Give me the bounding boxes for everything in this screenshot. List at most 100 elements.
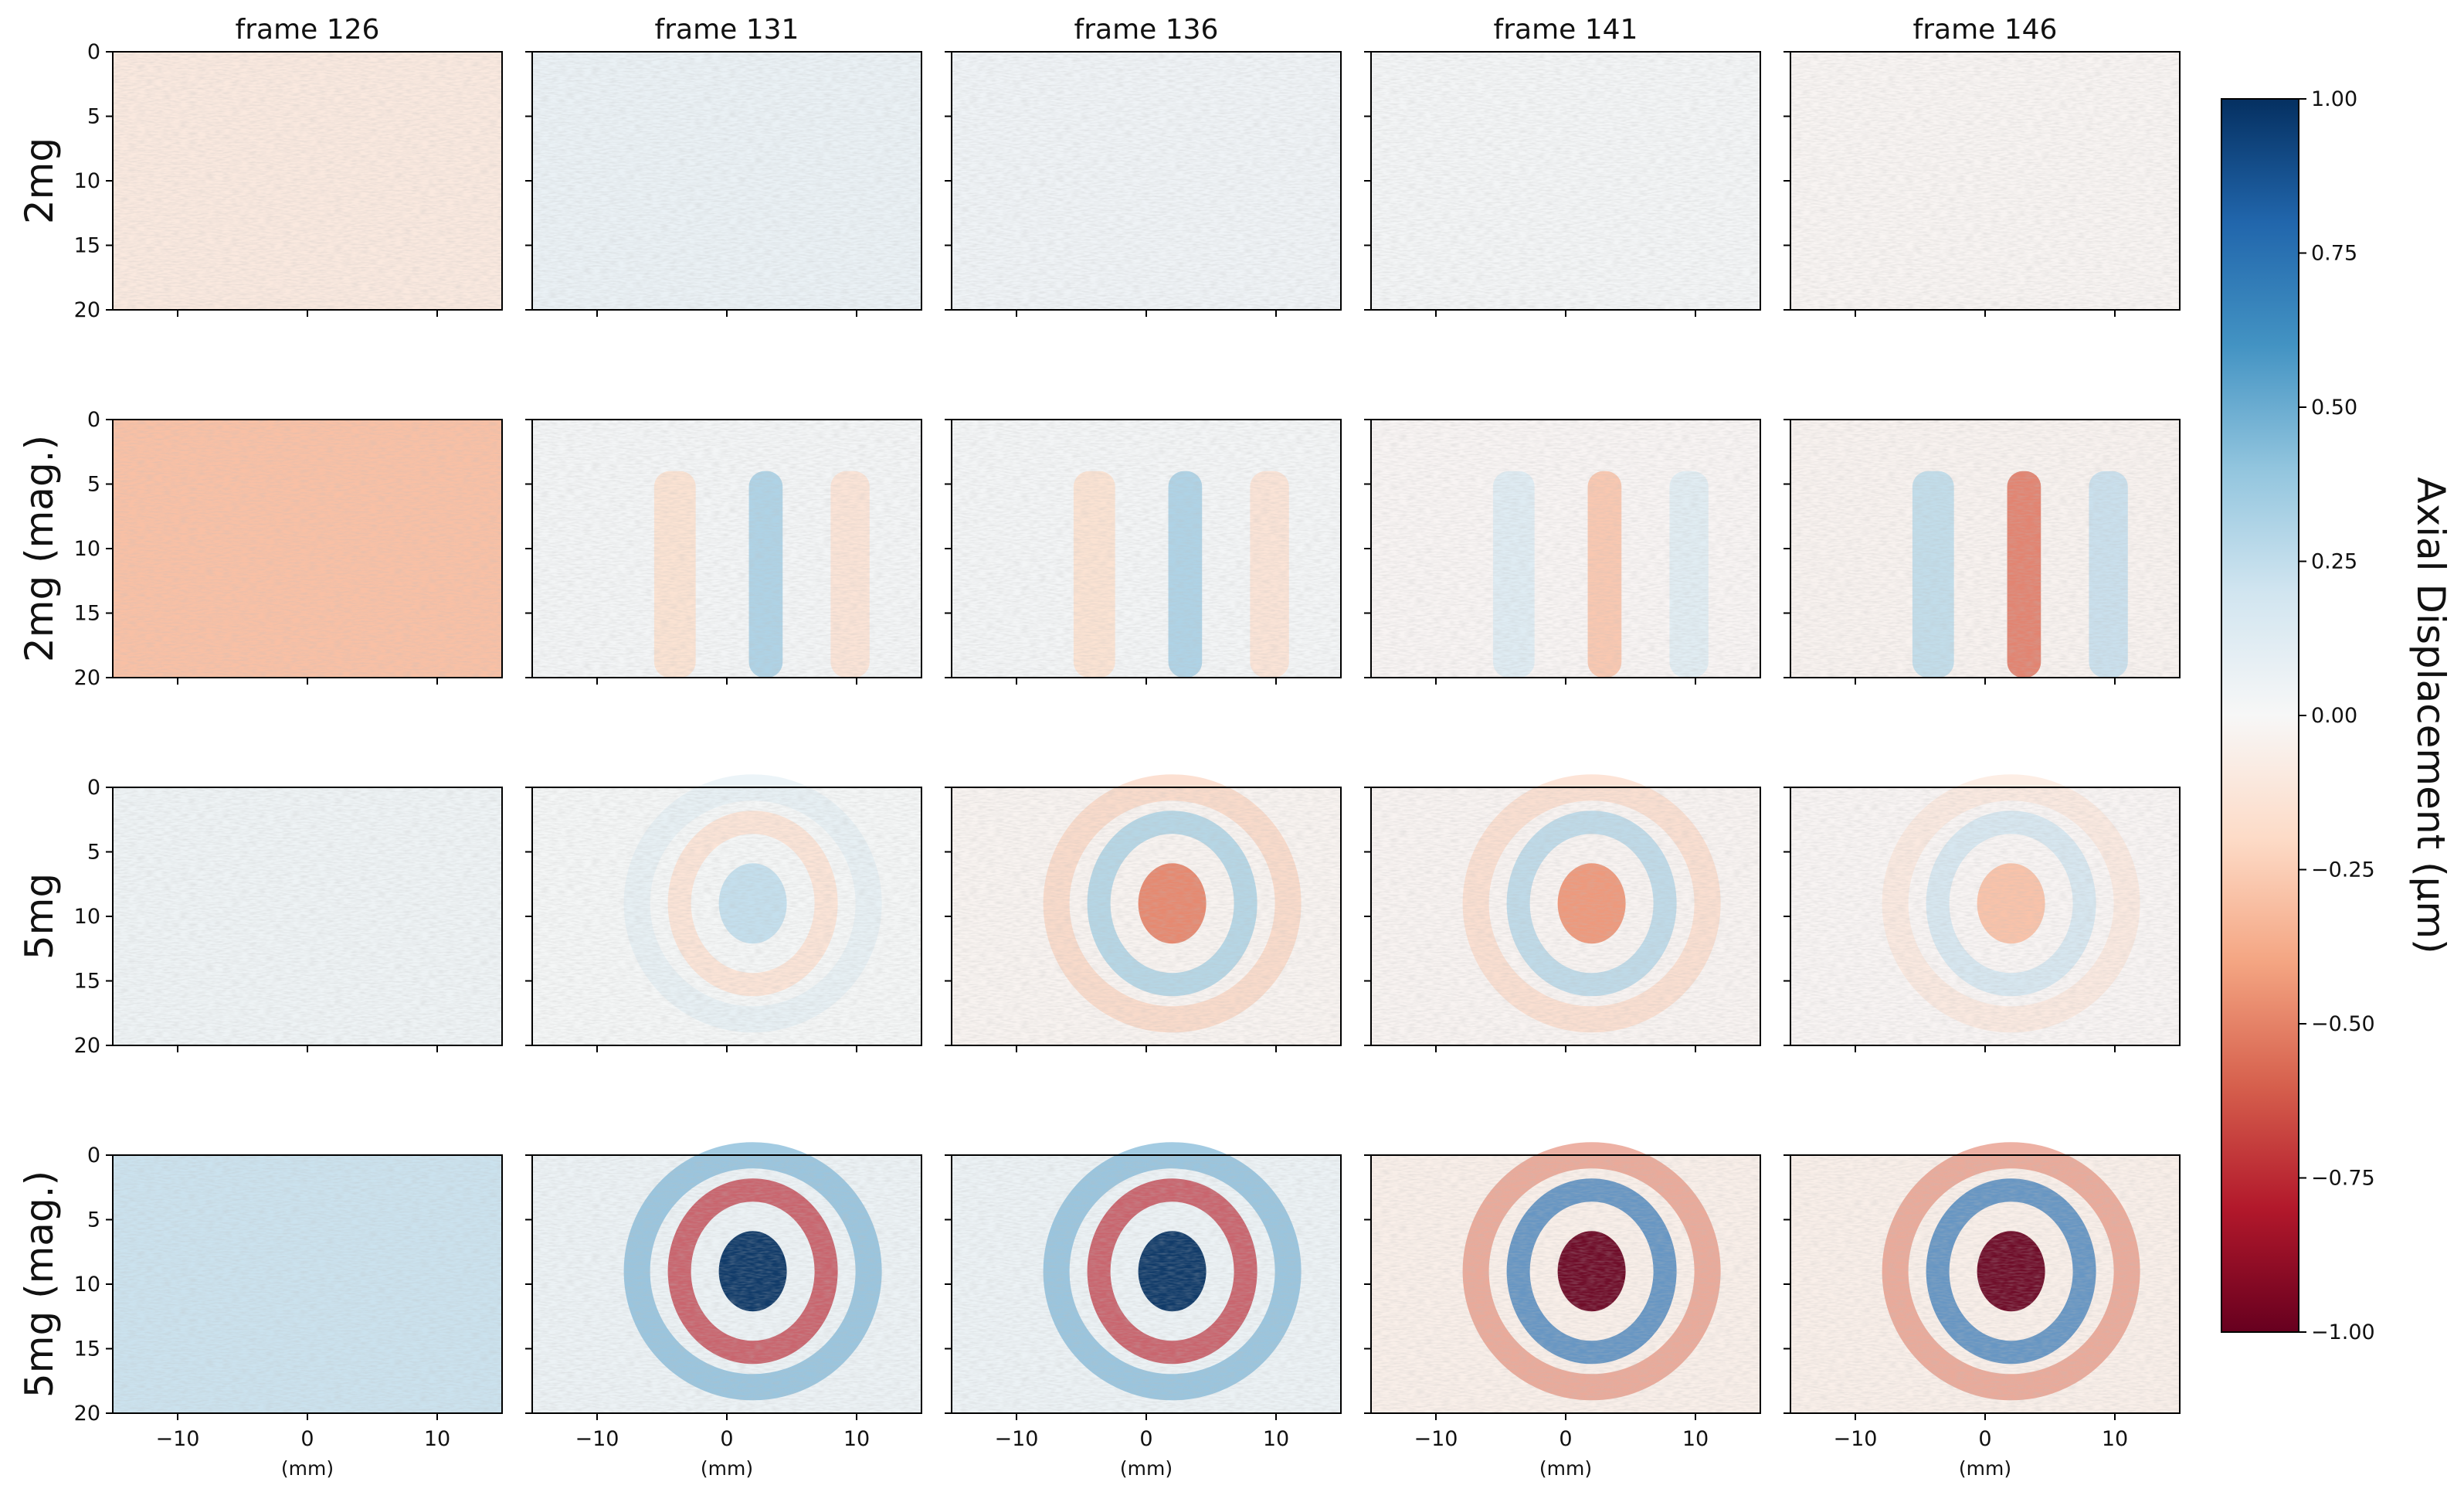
speckle-noise [952,52,1341,310]
colorbar-tick-label: −1.00 [2311,1320,2375,1344]
x-tick-label: 0 [300,1427,314,1451]
subplot-r1-c5: frame 146 [1784,14,2181,317]
y-tick-label: 0 [87,408,100,432]
colorbar-tick-label: 0.50 [2311,396,2357,420]
column-title: frame 131 [655,14,799,46]
x-axis-label: (mm) [281,1457,334,1480]
subplot-r1-c4: frame 141 [1364,14,1761,317]
speckle-noise [113,420,502,678]
speckle-noise [952,1155,1341,1413]
y-tick-label: 15 [74,1337,100,1361]
x-axis-label: (mm) [1539,1457,1592,1480]
speckle-noise [1790,52,2180,310]
subplot-r1-c1: 0 5 10 15 20 frame 126 [74,14,503,322]
speckle-noise [1371,420,1760,678]
y-tick-label: 0 [87,776,100,800]
column-title: frame 141 [1494,14,1638,46]
y-tick-label: 20 [74,1034,100,1058]
speckle-noise [952,787,1341,1045]
speckle-noise [1790,420,2180,678]
colorbar-tick-label: 0.75 [2311,242,2357,266]
subplot-r4-c3: −10 0 10 (mm) [945,1142,1342,1480]
speckle-noise [113,787,502,1045]
x-tick-label: 10 [843,1427,870,1451]
y-tick-label: 20 [74,1402,100,1426]
subplot-r2-c3 [945,419,1342,685]
column-title: frame 136 [1074,14,1219,46]
subplot-r3-c2 [525,774,922,1052]
subplot-r4-c4: −10 0 10 (mm) [1364,1142,1761,1480]
y-tick-label: 15 [74,602,100,626]
x-axis-label: (mm) [701,1457,753,1480]
colorbar-tick-label: 1.00 [2311,87,2357,111]
speckle-noise [1790,787,2180,1045]
y-tick-label: 0 [87,1144,100,1167]
colorbar-tick-label: −0.50 [2311,1012,2375,1036]
y-tick-label: 20 [74,298,100,322]
x-tick-label: 0 [1559,1427,1572,1451]
y-tick-label: 15 [74,970,100,994]
speckle-noise [113,52,502,310]
subplot-r3-c4 [1364,774,1761,1052]
colorbar-label: Axial Displacement (μm) [2408,477,2453,953]
row-label: 2mg [17,138,62,224]
subplot-grid: 0 5 10 15 20 frame 126 frame 131 frame 136 frame… [17,14,2181,1480]
colorbar: 1.00 0.75 0.50 0.25 0.00 −0.25 −0.50 −0.75 −1.00… [2221,87,2453,1344]
x-tick-label: −10 [1414,1427,1458,1451]
y-tick-label: 15 [74,234,100,258]
x-tick-label: 0 [720,1427,733,1451]
x-tick-label: 0 [1139,1427,1152,1451]
subplot-r3-c1: 0 5 10 15 20 [74,776,503,1058]
column-title: frame 126 [236,14,380,46]
speckle-noise [532,1155,921,1413]
x-tick-label: −10 [995,1427,1039,1451]
subplot-r3-c3 [945,774,1342,1052]
subplot-r2-c1: 0 5 10 15 20 [74,408,503,690]
speckle-noise [532,787,921,1045]
x-tick-label: 10 [1682,1427,1709,1451]
speckle-noise [1371,52,1760,310]
subplot-r3-c5 [1784,774,2181,1052]
subplot-r2-c5 [1784,419,2181,685]
colorbar-tick-label: −0.75 [2311,1167,2375,1191]
speckle-noise [532,52,921,310]
x-tick-label: 0 [1978,1427,1991,1451]
row-label: 5mg (mag.) [17,1171,62,1398]
x-tick-label: 10 [424,1427,450,1451]
row-label: 2mg (mag.) [17,435,62,662]
y-tick-label: 10 [74,537,100,561]
x-tick-label: −10 [575,1427,619,1451]
subplot-r2-c2 [525,419,922,685]
x-axis-label: (mm) [1959,1457,2011,1480]
colorbar-gradient [2221,98,2299,1333]
subplot-r4-c5: −10 0 10 (mm) [1784,1142,2181,1480]
speckle-noise [952,420,1341,678]
x-tick-label: −10 [1834,1427,1878,1451]
y-tick-label: 20 [74,666,100,690]
y-tick-label: 5 [87,841,100,865]
speckle-noise [1371,1155,1760,1413]
speckle-noise [113,1155,502,1413]
subplot-r4-c1: 0 5 10 15 20 −10 0 10 (mm) [74,1144,503,1480]
speckle-noise [1371,787,1760,1045]
speckle-noise [1790,1155,2180,1413]
y-tick-label: 5 [87,105,100,129]
y-tick-label: 5 [87,473,100,497]
y-tick-label: 10 [74,1273,100,1297]
y-tick-label: 5 [87,1208,100,1232]
subplot-r1-c3: frame 136 [945,14,1342,317]
column-title: frame 146 [1913,14,2058,46]
x-tick-label: 10 [1263,1427,1289,1451]
x-axis-label: (mm) [1120,1457,1173,1480]
y-tick-label: 10 [74,905,100,929]
x-tick-label: −10 [156,1427,200,1451]
speckle-noise [532,420,921,678]
subplot-r2-c4 [1364,419,1761,685]
x-tick-label: 10 [2102,1427,2128,1451]
row-label: 5mg [17,873,62,960]
colorbar-tick-label: 0.25 [2311,550,2357,574]
y-tick-label: 0 [87,40,100,64]
colorbar-tick-label: −0.25 [2311,858,2375,882]
subplot-r4-c2: −10 0 10 (mm) [525,1142,922,1480]
